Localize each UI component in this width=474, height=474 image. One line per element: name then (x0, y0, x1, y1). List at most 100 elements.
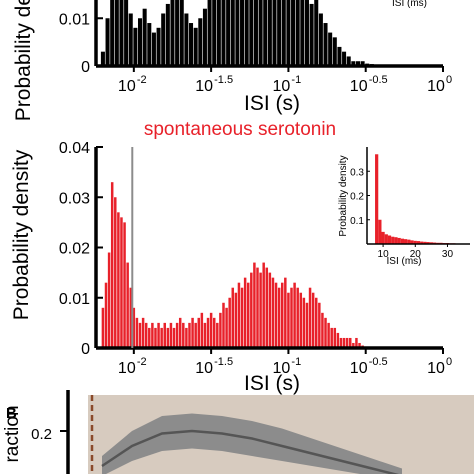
top-bar-7 (133, 27, 138, 67)
top-x-tick-exp-0: -2 (137, 74, 147, 86)
middle-x-tick-label-2: 10 (273, 360, 291, 377)
middle-bar-39 (222, 302, 225, 348)
middle-x-tick-exp-0: -2 (137, 356, 147, 368)
top-xlabel: ISI (s) (244, 92, 300, 115)
middle-bar-18 (157, 322, 160, 348)
top-bar-53 (346, 56, 351, 66)
middle-bar-60 (287, 292, 290, 348)
top-bar-16 (175, 0, 180, 66)
middle-bar-38 (219, 312, 222, 348)
top-bar-50 (332, 37, 337, 66)
middle-bar-83 (358, 342, 361, 348)
middle-title: spontaneous serotonin (144, 119, 336, 140)
top-x-tick-exp-2: -1 (291, 74, 301, 86)
middle-y-tick-label-0: 0 (81, 341, 90, 358)
middle-xlabel: ISI (s) (244, 372, 300, 395)
middle-bar-41 (228, 297, 231, 348)
top-bar-20 (193, 27, 198, 67)
middle-bar-2 (107, 252, 111, 348)
middle-x-tick-exp-3: -0.5 (369, 356, 388, 368)
top-x-ticks: 10 -2 10 -1.5 10 -1 10 -0.5 10 0 (118, 66, 452, 95)
top-x-tick-exp-4: 0 (446, 74, 452, 86)
top-y-tick-label-0: 0 (81, 59, 90, 76)
top-bar-17 (179, 0, 184, 66)
panel-b-ylabel-fragment: raction (2, 405, 23, 462)
middle-bar-82 (355, 337, 358, 348)
middle-bar-50 (256, 267, 259, 348)
top-bar-40 (286, 0, 291, 66)
middle-x-tick-label-4: 10 (427, 360, 445, 377)
middle-bar-25 (178, 317, 182, 348)
middle-bar-23 (172, 327, 176, 348)
top-x-tick-exp-1: -1.5 (214, 74, 233, 86)
middle-bar-44 (237, 282, 241, 348)
inset-bar-12 (413, 240, 417, 244)
top-bar-13 (161, 13, 166, 66)
middle-bar-51 (259, 272, 262, 348)
middle-bar-22 (169, 322, 173, 348)
middle-bar-20 (163, 322, 166, 348)
middle-bar-34 (206, 317, 210, 348)
inset-bar-13 (416, 241, 421, 244)
top-histogram-panel: Probability density 00.01 10 -2 10 -1.5 10 -1… (12, 0, 452, 121)
middle-bar-4 (114, 197, 117, 348)
middle-bar-77 (339, 337, 343, 348)
top-bar-8 (137, 18, 143, 66)
middle-bar-17 (154, 327, 157, 348)
top-bar-18 (184, 13, 189, 66)
top-bar-19 (189, 23, 194, 66)
middle-bar-62 (293, 282, 296, 348)
middle-bar-35 (209, 312, 213, 348)
middle-bar-13 (141, 317, 145, 348)
middle-bar-47 (246, 282, 250, 348)
middle-bar-42 (231, 287, 235, 348)
top-x-tick-label-1: 10 (195, 78, 213, 95)
middle-bar-70 (318, 302, 321, 348)
top-bar-25 (216, 0, 221, 66)
middle-bar-48 (250, 272, 253, 348)
top-bar-30 (240, 0, 245, 66)
top-bar-33 (253, 0, 258, 66)
middle-bar-76 (336, 332, 340, 348)
middle-bar-8 (126, 262, 129, 348)
middle-histogram-panel: spontaneous serotonin Probability densit… (10, 119, 470, 395)
middle-bar-55 (271, 277, 275, 348)
top-bar-26 (221, 0, 226, 66)
top-bar-23 (207, 0, 212, 66)
middle-bar-63 (296, 287, 299, 348)
middle-bar-0 (101, 307, 105, 348)
middle-bar-78 (342, 337, 346, 348)
top-bar-55 (355, 61, 360, 66)
middle-x-tick-exp-4: 0 (446, 356, 452, 368)
inset-bar-9 (404, 239, 408, 244)
middle-bar-3 (110, 182, 114, 348)
middle-bar-54 (268, 272, 272, 348)
middle-bar-6 (120, 217, 123, 348)
top-x-tick-label-2: 10 (273, 78, 291, 95)
middle-bar-73 (327, 322, 330, 348)
inset-y-tick-label-0: 0.1 (350, 216, 364, 227)
middle-x-tick-label-1: 10 (195, 360, 213, 377)
top-bar-49 (328, 32, 333, 66)
inset-bar-0 (375, 154, 379, 244)
middle-bar-71 (321, 312, 324, 348)
middle-x-tick-exp-1: -1.5 (214, 356, 233, 368)
top-bar-10 (147, 23, 152, 66)
middle-y-tick-label-4: 0.04 (59, 140, 90, 157)
top-bar-6 (128, 13, 133, 66)
middle-bar-74 (330, 327, 333, 348)
top-bar-4 (119, 0, 124, 66)
middle-bar-53 (265, 267, 269, 348)
middle-y-ticks: 0 0.01 0.02 0.03 0.04 (59, 140, 103, 358)
top-bar-39 (281, 0, 286, 66)
middle-bar-12 (138, 322, 142, 348)
top-bar-51 (337, 46, 342, 66)
top-inset-axis-fragment: ISI (ms) (392, 0, 427, 9)
top-bar-35 (263, 0, 268, 66)
middle-bar-46 (243, 277, 247, 348)
middle-ylabel: Probability density (10, 149, 33, 320)
top-y-ticks: 00.01 (59, 11, 103, 76)
middle-x-tick-label-0: 10 (118, 360, 136, 377)
middle-bar-7 (123, 222, 126, 348)
